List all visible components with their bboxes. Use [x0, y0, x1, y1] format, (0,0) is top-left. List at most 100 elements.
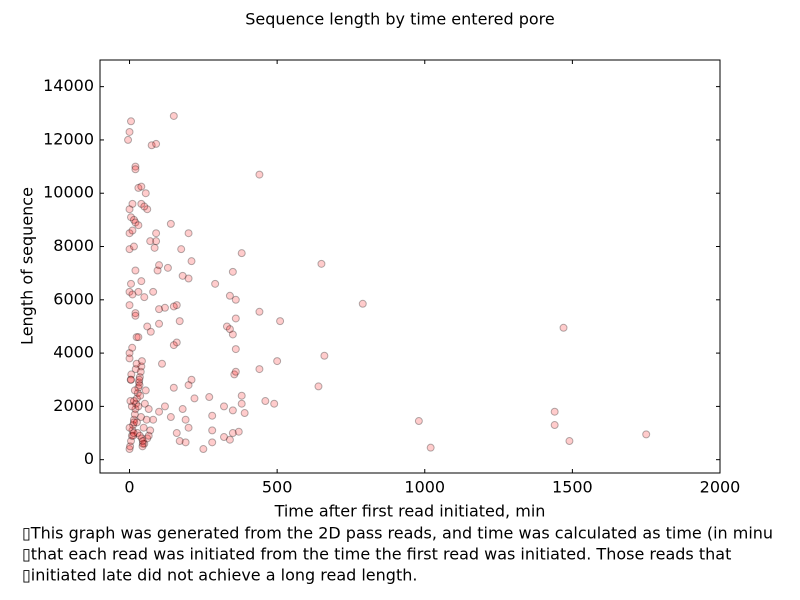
point [414, 417, 423, 426]
point [184, 229, 193, 238]
point [155, 319, 164, 328]
point [131, 365, 140, 374]
point [184, 423, 193, 432]
point [152, 229, 161, 238]
point [132, 399, 141, 408]
point [181, 438, 190, 447]
y-tick-label: 12000 [43, 129, 94, 148]
point [127, 117, 135, 126]
point [127, 279, 135, 288]
point [149, 287, 158, 296]
point [125, 349, 134, 358]
point [134, 221, 143, 230]
point [125, 445, 134, 454]
y-tick-label: 10000 [43, 183, 94, 202]
point [155, 261, 164, 270]
point [255, 307, 264, 316]
point [126, 442, 135, 451]
point [140, 399, 149, 408]
caption-line: ▯that each read was initiated from the t… [22, 545, 731, 564]
y-tick-label: 2000 [53, 396, 94, 415]
point [228, 406, 237, 415]
point [230, 370, 239, 379]
point [138, 442, 147, 451]
point [559, 323, 568, 332]
point [276, 317, 285, 326]
point [134, 402, 143, 411]
point [270, 399, 279, 408]
point [314, 382, 323, 391]
chart-title: Sequence length by time entered pore [245, 10, 554, 29]
point [125, 205, 134, 214]
point [178, 405, 187, 414]
point [255, 170, 264, 179]
point [146, 237, 155, 246]
point [128, 226, 137, 235]
point [237, 399, 246, 408]
x-tick-label: 1000 [404, 478, 445, 497]
point [127, 402, 136, 411]
point [127, 370, 136, 379]
point [136, 391, 145, 400]
point [131, 218, 140, 227]
point [155, 305, 164, 314]
point [231, 345, 240, 354]
x-tick-label: 0 [124, 478, 134, 497]
point [125, 229, 134, 238]
point [146, 327, 155, 336]
point [169, 341, 178, 350]
point [237, 391, 246, 400]
point [127, 437, 135, 446]
point [140, 293, 149, 302]
y-tick-label: 4000 [53, 343, 94, 362]
point [166, 219, 175, 228]
point [160, 303, 169, 312]
point [124, 135, 133, 144]
point [141, 386, 150, 395]
point [208, 411, 217, 420]
point [132, 333, 141, 342]
y-tick-label: 6000 [53, 289, 94, 308]
point [133, 389, 142, 398]
point [131, 165, 140, 174]
point [261, 397, 270, 406]
y-tick-label: 14000 [43, 76, 94, 95]
point [131, 266, 140, 275]
point [172, 301, 181, 310]
point [172, 338, 181, 347]
point [133, 429, 142, 438]
point [131, 309, 140, 318]
point [131, 162, 140, 171]
point [126, 375, 135, 384]
point [228, 267, 237, 276]
point [146, 426, 155, 435]
point [125, 127, 134, 136]
x-tick-label: 1500 [552, 478, 593, 497]
point [125, 301, 134, 310]
point [129, 215, 138, 224]
point [134, 378, 143, 387]
point [125, 354, 134, 363]
point [132, 418, 141, 427]
point [177, 245, 186, 254]
point [231, 314, 240, 323]
y-tick-label: 8000 [53, 236, 94, 255]
point [240, 409, 249, 418]
point [143, 434, 152, 443]
point [211, 279, 220, 288]
point [137, 277, 146, 286]
point [129, 418, 138, 427]
point [190, 394, 199, 403]
point [255, 365, 264, 374]
point [139, 423, 148, 432]
point [225, 291, 234, 300]
point [317, 259, 326, 268]
point [125, 287, 134, 296]
point [125, 245, 134, 254]
caption-line: ▯This graph was generated from the 2D pa… [22, 524, 773, 543]
point [550, 407, 559, 416]
point [140, 439, 149, 448]
point [358, 299, 367, 308]
point [220, 402, 228, 411]
point [231, 367, 240, 376]
